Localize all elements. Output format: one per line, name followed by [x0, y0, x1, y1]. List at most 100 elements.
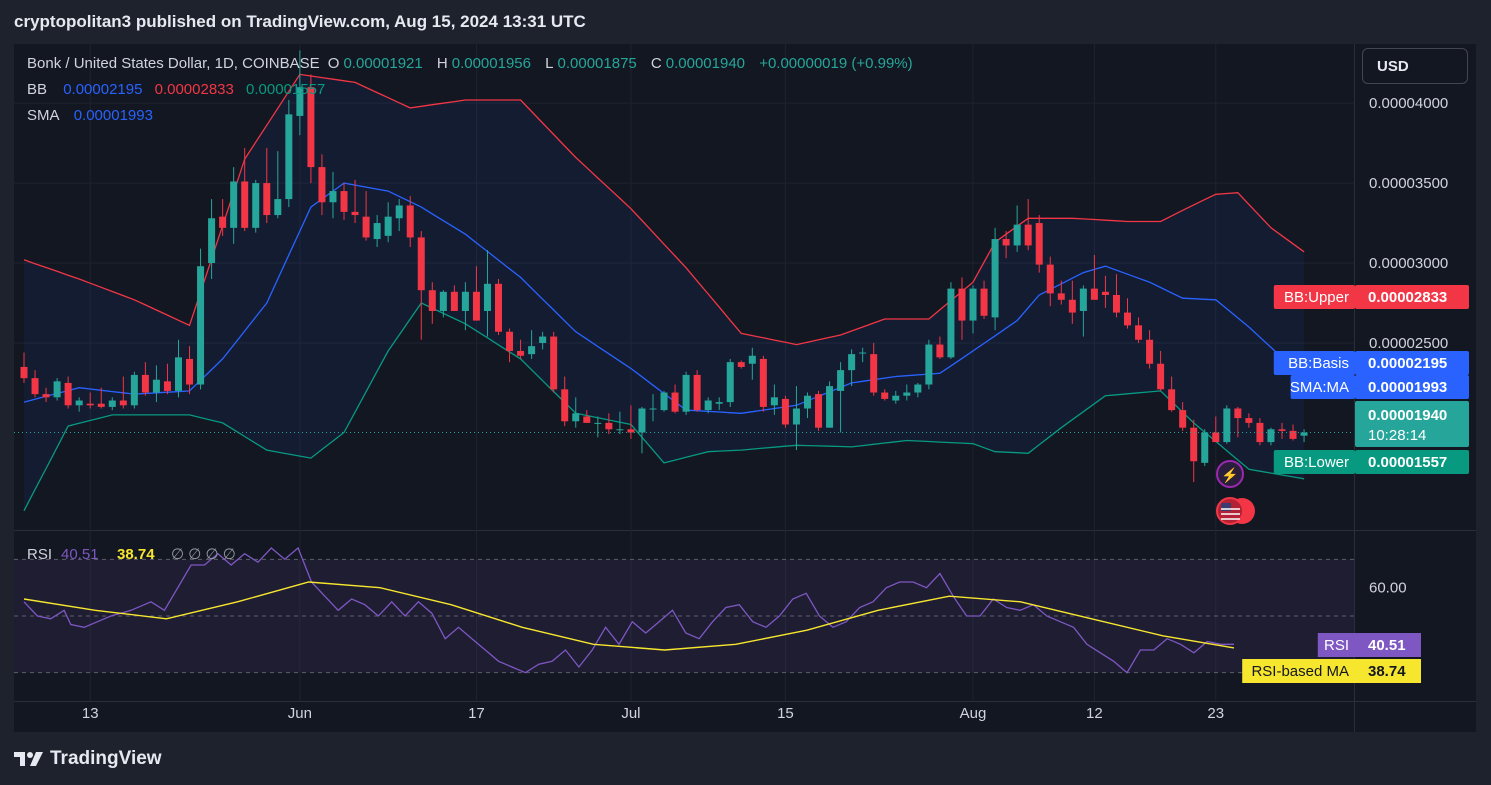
sma-tag-value: 0.00001993	[1368, 379, 1447, 396]
low-value: 0.00001875	[557, 55, 637, 72]
bollinger-lower-line	[23, 302, 1305, 512]
candle-body	[1256, 422, 1264, 443]
candle-body	[925, 344, 933, 385]
candle-body	[903, 392, 911, 396]
candle-body	[461, 291, 469, 311]
candle-body	[252, 183, 260, 228]
candle-body	[152, 379, 160, 393]
rsi-tag-value-box	[1355, 633, 1421, 657]
bb-basis-tag-value: 0.00002195	[1368, 355, 1447, 372]
candle-body	[506, 331, 514, 351]
candle-body	[715, 402, 723, 404]
rsi-ma-tag-label-box	[1242, 659, 1355, 683]
candle-body	[1168, 389, 1176, 411]
candle-body	[329, 191, 337, 203]
candle-body	[1135, 325, 1143, 340]
candle-body	[936, 344, 944, 358]
candle-body	[75, 400, 83, 406]
candle-body	[1101, 291, 1109, 295]
candle-body	[1146, 339, 1154, 364]
symbol-title[interactable]: Bonk / United States Dollar, 1D, COINBAS…	[27, 55, 320, 72]
sma-label: SMA	[27, 107, 60, 124]
bb-upper-tag-label-box	[1273, 285, 1355, 309]
candle-body	[947, 288, 955, 358]
candle-body	[197, 266, 205, 385]
time-axis-label: Aug	[960, 705, 987, 722]
candle-body	[450, 291, 458, 311]
candle-body	[108, 400, 116, 407]
tradingview-logo[interactable]: TradingView	[14, 748, 162, 770]
bollinger-upper-line	[23, 73, 1305, 346]
candle-body	[781, 398, 789, 425]
sma-legend[interactable]: SMA 0.00001993	[27, 107, 157, 124]
candle-body	[1223, 408, 1231, 443]
candle-body	[616, 429, 624, 431]
candle-body	[174, 357, 182, 391]
rsi-axis-label: 60.00	[1369, 580, 1407, 597]
time-axis-label: Jul	[621, 705, 640, 722]
sma-tag: SMA:MA 0.00001993	[1290, 375, 1469, 399]
time-axis-label: 15	[777, 705, 794, 722]
candle-body	[770, 397, 778, 406]
bar-countdown: 10:28:14	[1368, 427, 1426, 444]
chart-canvas[interactable]: 0.00004000 0.00003500 0.00003000 0.00002500…	[14, 44, 1476, 732]
candle-body	[649, 408, 657, 410]
candle-body	[594, 422, 602, 424]
price-axis-label: 0.00003500	[1369, 175, 1448, 192]
bb-lower-tag: BB:Lower 0.00001557	[1273, 450, 1469, 474]
candle-body	[1079, 288, 1087, 311]
candle-body	[627, 429, 635, 433]
candle-body	[1278, 429, 1286, 431]
candle-body	[660, 392, 668, 411]
candle-body	[86, 403, 94, 406]
candle-body	[539, 336, 547, 343]
bb-lower-value: 0.00001557	[246, 81, 326, 98]
candle-body	[53, 381, 61, 398]
candle-body	[638, 408, 646, 433]
bb-legend[interactable]: BB 0.00002195 0.00002833 0.00001557	[27, 81, 329, 98]
candle-body	[848, 354, 856, 371]
candle-body	[241, 181, 249, 228]
bb-upper-tag-label: BB:Upper	[1284, 289, 1349, 306]
symbol-legend: Bonk / United States Dollar, 1D, COINBAS…	[27, 55, 917, 72]
candle-body	[1267, 429, 1275, 443]
candle-body	[748, 355, 756, 364]
us-flag-canton	[1221, 503, 1231, 511]
rsi-legend-value: 40.51	[61, 546, 99, 563]
close-label: C	[650, 55, 662, 72]
candle-body	[605, 422, 613, 430]
candle-body	[428, 290, 436, 311]
high-value: 0.00001956	[451, 55, 531, 72]
candle-body	[958, 288, 966, 321]
candle-body	[42, 394, 50, 398]
bb-basis-tag: BB:Basis 0.00002195	[1273, 351, 1469, 375]
current-price-box	[1355, 401, 1469, 447]
rsi-tag-value: 40.51	[1368, 637, 1406, 654]
candle-body	[1234, 408, 1242, 419]
candle-body	[881, 392, 889, 399]
candle-body	[1002, 239, 1010, 246]
bb-basis-tag-label: BB:Basis	[1288, 355, 1349, 372]
rsi-tag-label-box	[1317, 633, 1355, 657]
candle-body	[980, 288, 988, 316]
currency-button[interactable]: USD	[1362, 48, 1468, 84]
chart-frame[interactable]: 0.00004000 0.00003500 0.00003000 0.00002500…	[14, 44, 1476, 732]
price-axis-label: 0.00003000	[1369, 255, 1448, 272]
candle-body	[1090, 288, 1098, 300]
bb-lower-tag-value-box	[1355, 450, 1469, 474]
candle-body	[483, 283, 491, 311]
high-label: H	[436, 55, 448, 72]
price-axis-label: 0.00004000	[1369, 95, 1448, 112]
candle-body	[472, 291, 480, 321]
bb-upper-value: 0.00002833	[154, 81, 234, 98]
candle-body	[1190, 427, 1198, 462]
candle-body	[1245, 418, 1253, 423]
candle-body	[318, 167, 326, 203]
candle-body	[406, 205, 414, 238]
rsi-legend-ma-value: 38.74	[117, 546, 155, 563]
candle-body	[991, 239, 999, 318]
candle-body	[1124, 312, 1131, 326]
candle-body	[20, 366, 28, 379]
open-label: O	[327, 55, 340, 72]
price-axis-label: 0.00002500	[1369, 335, 1448, 352]
